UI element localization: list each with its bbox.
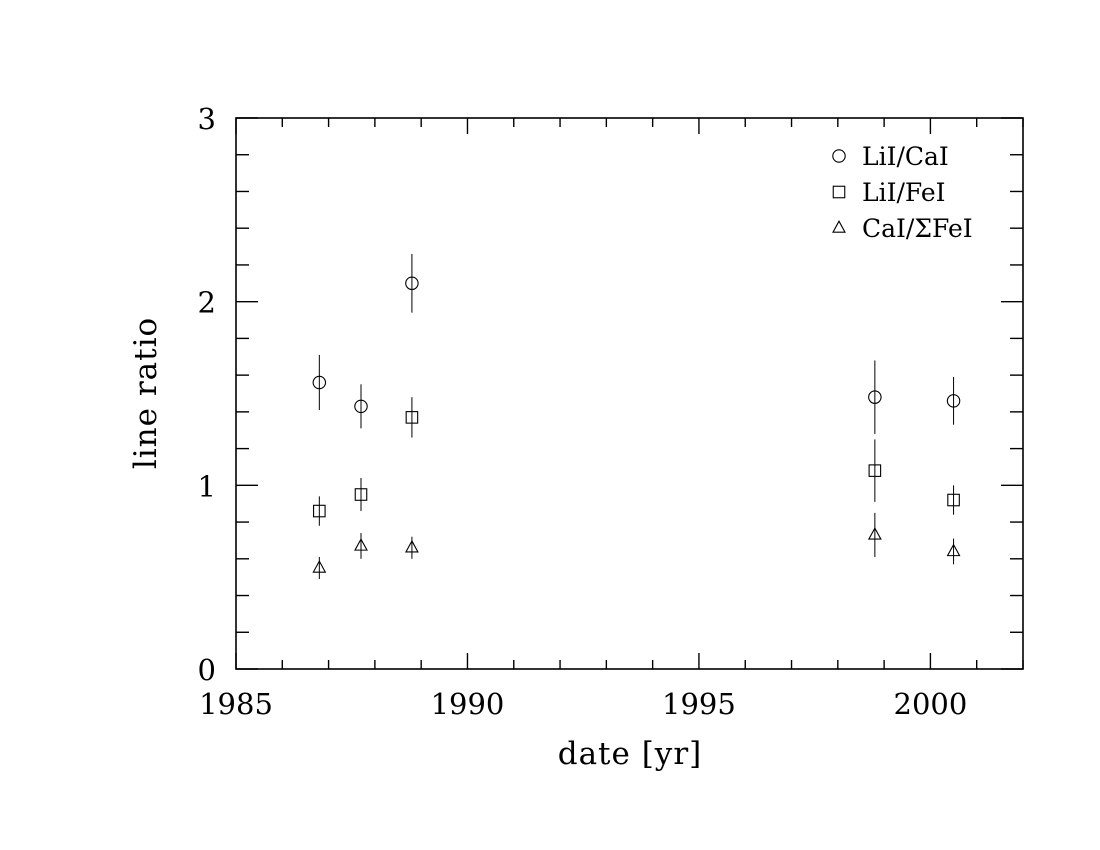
data-point-square xyxy=(354,488,368,501)
data-point-square xyxy=(405,411,419,424)
legend-marker-square xyxy=(832,185,846,199)
data-point-square xyxy=(868,464,882,477)
data-point-triangle xyxy=(867,526,882,540)
data-point-circle xyxy=(868,390,882,404)
data-point-triangle xyxy=(946,543,961,557)
legend-label: LiI/CaI xyxy=(862,142,949,171)
data-point-circle xyxy=(946,394,961,408)
series-square xyxy=(313,397,960,526)
legend-marker-circle xyxy=(832,149,846,163)
y-tick-label: 2 xyxy=(198,286,216,320)
legend-label: LiI/FeI xyxy=(862,178,946,207)
data-point-circle xyxy=(354,399,368,414)
legend: LiI/CaI LiI/FeI CaI/ΣFeI xyxy=(832,142,973,243)
plot-frame xyxy=(235,117,1024,670)
plot-area xyxy=(235,117,1024,670)
y-tick-label: 1 xyxy=(198,469,216,503)
x-tick-label: 1990 xyxy=(431,687,505,721)
axis-tick-labels: 1985 1990 1995 2000 0 1 2 3 xyxy=(198,102,968,721)
axis-ticks xyxy=(235,117,1024,670)
x-axis-label: date [yr] xyxy=(558,736,703,772)
data-point-square xyxy=(313,504,326,518)
x-tick-label: 1995 xyxy=(662,687,736,721)
series-circle xyxy=(312,253,961,434)
data-points xyxy=(312,253,961,580)
series-triangle xyxy=(312,512,961,580)
y-tick-label: 0 xyxy=(198,653,216,687)
legend-label: CaI/ΣFeI xyxy=(862,214,973,243)
data-point-triangle xyxy=(354,537,368,551)
legend-marker-triangle xyxy=(832,220,846,233)
data-point-triangle xyxy=(404,539,419,553)
data-point-triangle xyxy=(312,560,327,573)
x-tick-label: 1985 xyxy=(199,687,273,721)
data-point-circle xyxy=(405,276,419,291)
data-point-circle xyxy=(312,375,327,390)
y-tick-label: 3 xyxy=(198,102,216,136)
y-axis-label: line ratio xyxy=(128,317,164,469)
x-tick-label: 2000 xyxy=(894,687,968,721)
data-point-square xyxy=(947,493,960,507)
